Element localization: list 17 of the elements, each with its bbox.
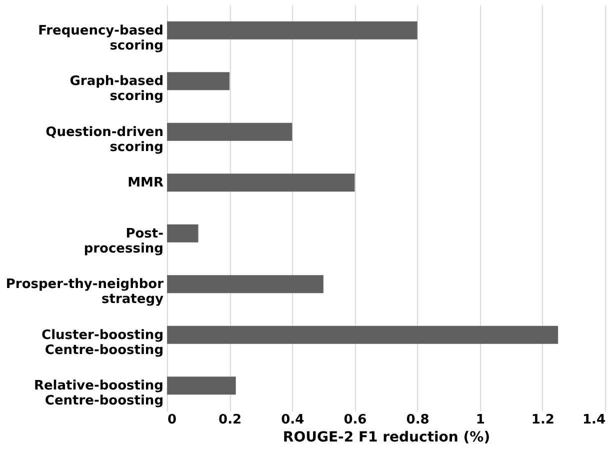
y-tick-label: MMR [128,176,164,191]
x-tick-label: 0 [168,412,177,428]
y-tick-label: Cluster-boosting Centre-boosting [42,328,164,358]
x-tick-label: 1.2 [531,412,554,428]
x-axis-title: ROUGE-2 F1 reduction (%) [282,430,490,446]
y-tick-label: Prosper-thy-neighbor strategy [6,277,164,308]
y-tick-label: Relative-boosting Centre-boosting [34,378,164,409]
y-tick-label: Frequency-based scoring [38,23,164,54]
y-tick-label: Post- processing [84,226,164,256]
x-tick-label: 0.2 [218,412,242,428]
x-tick-label: 0.4 [281,412,304,428]
x-tick-label: 0.6 [344,412,367,428]
x-tick-label: 0.8 [406,412,430,428]
x-tick-label: 1 [476,412,485,428]
x-tick-label: 1.4 [582,412,606,428]
y-tick-label: Question-driven scoring [46,124,164,155]
y-tick-label: Graph-based scoring [70,74,164,104]
